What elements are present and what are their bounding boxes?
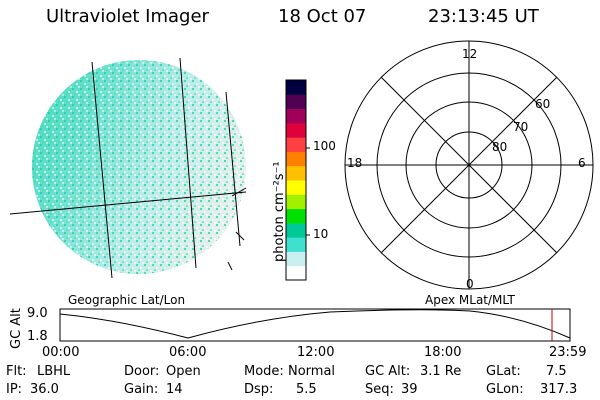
mlt-label-6: 6 xyxy=(578,156,586,170)
gcalt-value: 3.1 Re xyxy=(420,364,462,379)
colorbar-segment xyxy=(286,208,306,224)
door-value: Open xyxy=(166,364,201,379)
altitude-xtick: 00:00 xyxy=(42,345,80,360)
instrument-title: Ultraviolet Imager xyxy=(46,6,209,27)
altitude-plot xyxy=(59,308,571,342)
glon-value: 317.3 xyxy=(540,382,578,397)
altitude-xtick: 12:00 xyxy=(297,345,335,360)
ip-value: 36.0 xyxy=(30,382,59,397)
gcalt-key: GC Alt: xyxy=(365,364,411,379)
colorbar-segment xyxy=(286,137,306,152)
altitude-xtick: 18:00 xyxy=(424,345,462,360)
meridian-line xyxy=(225,91,241,247)
altitude-xtick: 23:59 xyxy=(549,345,587,360)
gain-value: 14 xyxy=(166,382,183,397)
colorbar-tick-label: 100 xyxy=(313,139,336,153)
parallel-line xyxy=(9,191,247,215)
colorbar-segment xyxy=(286,251,306,267)
colorbar-segment xyxy=(286,80,306,95)
altitude-ytick: 9.0 xyxy=(27,306,48,321)
polar-caption: Apex MLat/MLT xyxy=(425,293,515,307)
colorbar-segment xyxy=(286,265,306,281)
altitude-xtick: 06:00 xyxy=(169,345,207,360)
seq-key: Seq: xyxy=(365,382,394,397)
meridian-line xyxy=(179,57,197,269)
mlat-label-60: 60 xyxy=(535,97,551,111)
uv-image xyxy=(9,57,247,279)
colorbar-segment xyxy=(286,165,306,181)
time-label: 23:13:45 UT xyxy=(428,6,539,27)
mlt-label-18: 18 xyxy=(347,156,363,170)
colorbar-segment xyxy=(286,108,306,124)
image-caption: Geographic Lat/Lon xyxy=(68,293,186,307)
glat-value: 7.5 xyxy=(546,364,567,379)
mlat-label-80: 80 xyxy=(492,140,508,154)
meridian-line xyxy=(91,61,113,279)
colorbar-segment xyxy=(286,194,306,210)
date-label: 18 Oct 07 xyxy=(278,6,367,27)
altitude-ylabel: GC Alt xyxy=(9,308,24,349)
seq-value: 39 xyxy=(401,382,418,397)
door-key: Door: xyxy=(124,364,160,379)
colorbar-segment xyxy=(286,237,306,252)
colorbar xyxy=(285,79,307,281)
dsp-value: 5.5 xyxy=(296,382,317,397)
glon-key: GLon: xyxy=(486,382,524,397)
mode-key: Mode: xyxy=(244,364,284,379)
colorbar-unit-label: photon cm⁻²s⁻¹ xyxy=(272,161,287,262)
gain-key: Gain: xyxy=(124,382,159,397)
colorbar-segment xyxy=(286,222,306,238)
filter-value: LBHL xyxy=(37,364,71,379)
dsp-key: Dsp: xyxy=(244,382,274,397)
colorbar-segment xyxy=(286,122,306,138)
colorbar-segment xyxy=(286,180,306,195)
mlt-label-0: 0 xyxy=(466,277,474,291)
glat-key: GLat: xyxy=(486,364,521,379)
colorbar-segment xyxy=(286,94,306,110)
filter-key: Flt: xyxy=(6,364,27,379)
colorbar-segment xyxy=(286,151,306,167)
ip-key: IP: xyxy=(6,382,23,397)
altitude-ytick: 1.8 xyxy=(27,329,48,344)
mode-value: Normal xyxy=(288,364,336,379)
mlat-label-70: 70 xyxy=(513,120,529,134)
colorbar-tick-label: 10 xyxy=(313,227,329,241)
mlt-label-12: 12 xyxy=(462,47,478,61)
colorbar-frame xyxy=(285,79,307,281)
polar-grid xyxy=(344,40,594,290)
